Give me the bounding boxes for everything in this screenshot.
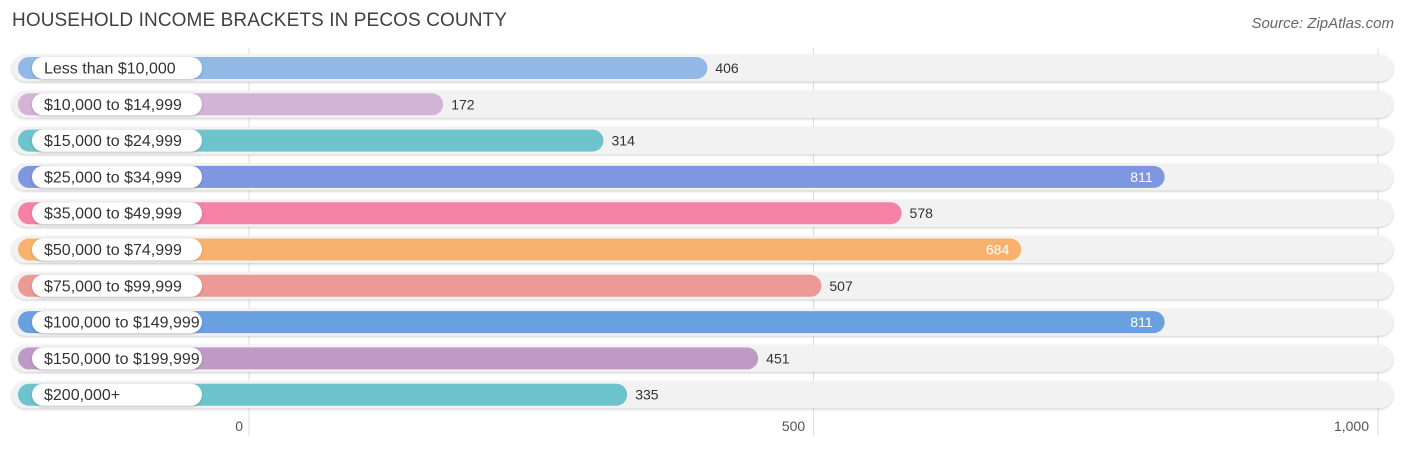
source-note: Source: ZipAtlas.com	[1251, 15, 1394, 32]
bar	[18, 347, 759, 370]
bar-row: $10,000 to $14,999 172	[12, 90, 1393, 118]
bar	[18, 238, 1022, 261]
bar	[18, 274, 822, 297]
category-pill	[32, 129, 202, 152]
category-label: $25,000 to $34,999	[44, 169, 182, 186]
bar	[18, 165, 1165, 188]
bar-row: $35,000 to $49,999 578	[12, 199, 1393, 227]
category-label: Less than $10,000	[44, 61, 176, 78]
category-pill	[32, 57, 202, 79]
category-label: $35,000 to $49,999	[44, 206, 182, 223]
x-tick-label: 1,000	[1334, 418, 1369, 434]
category-pill	[32, 347, 202, 370]
category-label: $15,000 to $24,999	[44, 133, 182, 150]
value-label: 811	[1130, 169, 1153, 185]
category-pill	[32, 311, 202, 334]
bar-row: $100,000 to $149,999 811	[12, 308, 1393, 336]
x-tick-label: 500	[782, 418, 806, 434]
category-label: $75,000 to $99,999	[44, 278, 182, 295]
value-label: 314	[612, 133, 636, 149]
value-label: 451	[766, 350, 790, 366]
value-label: 335	[635, 387, 659, 403]
category-pill	[32, 165, 202, 188]
bar-row: Less than $10,000 406	[12, 54, 1393, 82]
value-label: 406	[715, 60, 739, 76]
category-label: $150,000 to $199,999	[44, 351, 200, 368]
category-pill	[32, 202, 202, 225]
bar-row: $50,000 to $74,999 684	[12, 236, 1393, 263]
category-pill	[32, 383, 202, 406]
value-label: 684	[986, 242, 1010, 258]
category-label: $200,000+	[44, 387, 120, 404]
chart-title: HOUSEHOLD INCOME BRACKETS IN PECOS COUNT…	[12, 10, 508, 31]
bar-row: $200,000+ 335	[12, 381, 1393, 409]
value-label: 507	[829, 278, 853, 294]
bar-row: $75,000 to $99,999 507	[12, 272, 1393, 300]
category-label: $50,000 to $74,999	[44, 242, 182, 259]
bar	[18, 202, 902, 225]
value-label: 578	[910, 205, 934, 221]
category-label: $10,000 to $14,999	[44, 97, 182, 114]
value-label: 172	[451, 96, 475, 112]
x-tick-label: 0	[235, 418, 243, 434]
category-pill	[32, 274, 202, 297]
value-label: 811	[1130, 314, 1153, 330]
category-pill	[32, 93, 202, 116]
bar-row: $15,000 to $24,999 314	[12, 127, 1393, 155]
bar	[18, 311, 1165, 334]
category-label: $100,000 to $149,999	[44, 315, 200, 332]
category-pill	[32, 238, 202, 261]
bar-row: $150,000 to $199,999 451	[12, 344, 1393, 372]
bar-row: $25,000 to $34,999 811	[12, 163, 1393, 191]
